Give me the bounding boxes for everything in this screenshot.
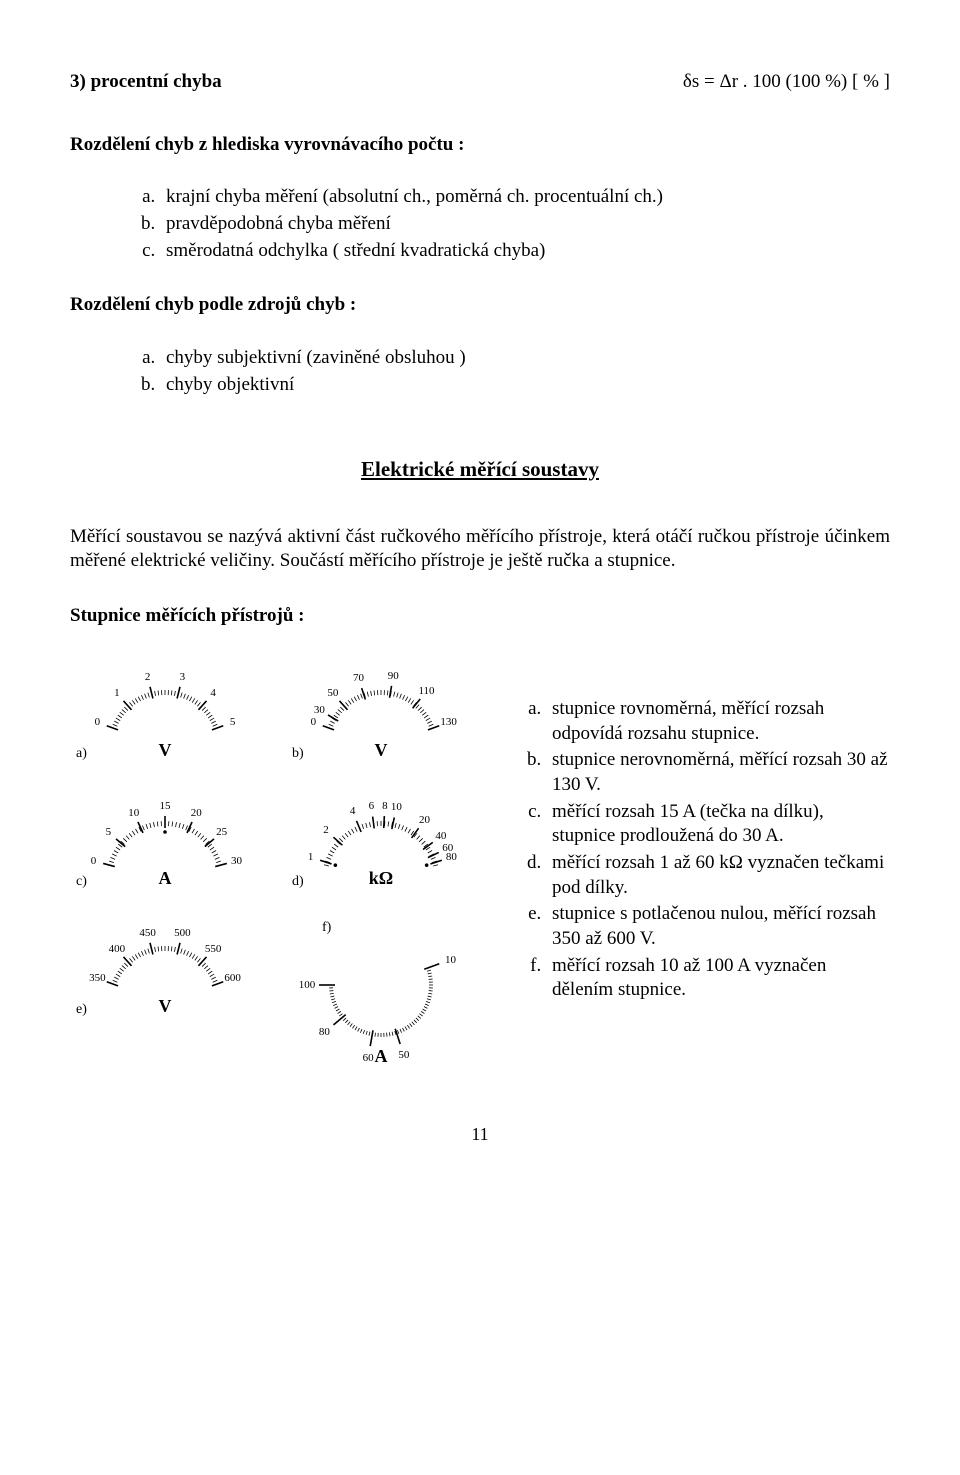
list-item: směrodatná odchylka ( střední kvadratick… [160,239,890,264]
section1-title: Rozdělení chyb z hlediska vyrovnávacího … [70,133,890,158]
gauge-a: 012345 a) V [70,657,260,767]
gauge-column: 012345 a) V 030507090110130 b) V 0510152… [70,657,480,1073]
gauge-e: 350400450500550600 e) V [70,913,260,1023]
gauge-sublabel: e) [76,1001,87,1019]
notes-list: stupnice rovnoměrná, měřící rozsah odpov… [520,697,890,1003]
list-item: měřící rozsah 1 až 60 kΩ vyznačen tečkam… [546,851,890,900]
page-number: 11 [70,1123,890,1146]
list-item: pravděpodobná chyba měření [160,212,890,237]
gauge-sublabel: c) [76,873,87,891]
gauge-unit: A [375,1045,388,1068]
list-item: chyby objektivní [160,373,890,398]
em-title: Elektrické měřící soustavy [70,456,890,483]
list-item: měřící rozsah 15 A (tečka na dílku), stu… [546,800,890,849]
gauge-unit: V [375,739,388,762]
paragraph-1: Měřící soustavou se nazývá aktivní část … [70,525,890,574]
gauge-c: 051015202530 c) A [70,785,260,895]
section1-list: krajní chyba měření (absolutní ch., pomě… [70,185,890,263]
gauge-b: 030507090110130 b) V [286,657,476,767]
gauge-grid: 012345 a) V 030507090110130 b) V 0510152… [70,657,480,1073]
section2-list: chyby subjektivní (zaviněné obsluhou ) c… [70,346,890,397]
list-item: krajní chyba měření (absolutní ch., pomě… [160,185,890,210]
header-left: 3) procentní chyba [70,70,222,95]
list-item: chyby subjektivní (zaviněné obsluhou ) [160,346,890,371]
gauge-unit: V [159,739,172,762]
gauge-sublabel: a) [76,745,87,763]
gauge-unit: kΩ [369,867,393,890]
section3-title: Stupnice měřících přístrojů : [70,604,890,629]
gauge-d: 124681020406080 d) kΩ [286,785,476,895]
list-item: měřící rozsah 10 až 100 A vyznačen dělen… [546,954,890,1003]
notes-column: stupnice rovnoměrná, měřící rozsah odpov… [520,657,890,1073]
gauge-unit: V [159,995,172,1018]
gauge-unit: A [159,867,172,890]
gauge-f: 10506080100 f) A [286,913,476,1073]
list-item: stupnice s potlačenou nulou, měřící rozs… [546,902,890,951]
list-item: stupnice rovnoměrná, měřící rozsah odpov… [546,697,890,746]
header-right: δs = Δr . 100 (100 %) [ % ] [683,70,890,95]
gauge-sublabel: f) [322,919,331,937]
section2-title: Rozdělení chyb podle zdrojů chyb : [70,293,890,318]
figure-and-notes: 012345 a) V 030507090110130 b) V 0510152… [70,657,890,1073]
gauge-sublabel: d) [292,873,304,891]
list-item: stupnice nerovnoměrná, měřící rozsah 30 … [546,748,890,797]
gauge-sublabel: b) [292,745,304,763]
header-row: 3) procentní chyba δs = Δr . 100 (100 %)… [70,70,890,95]
